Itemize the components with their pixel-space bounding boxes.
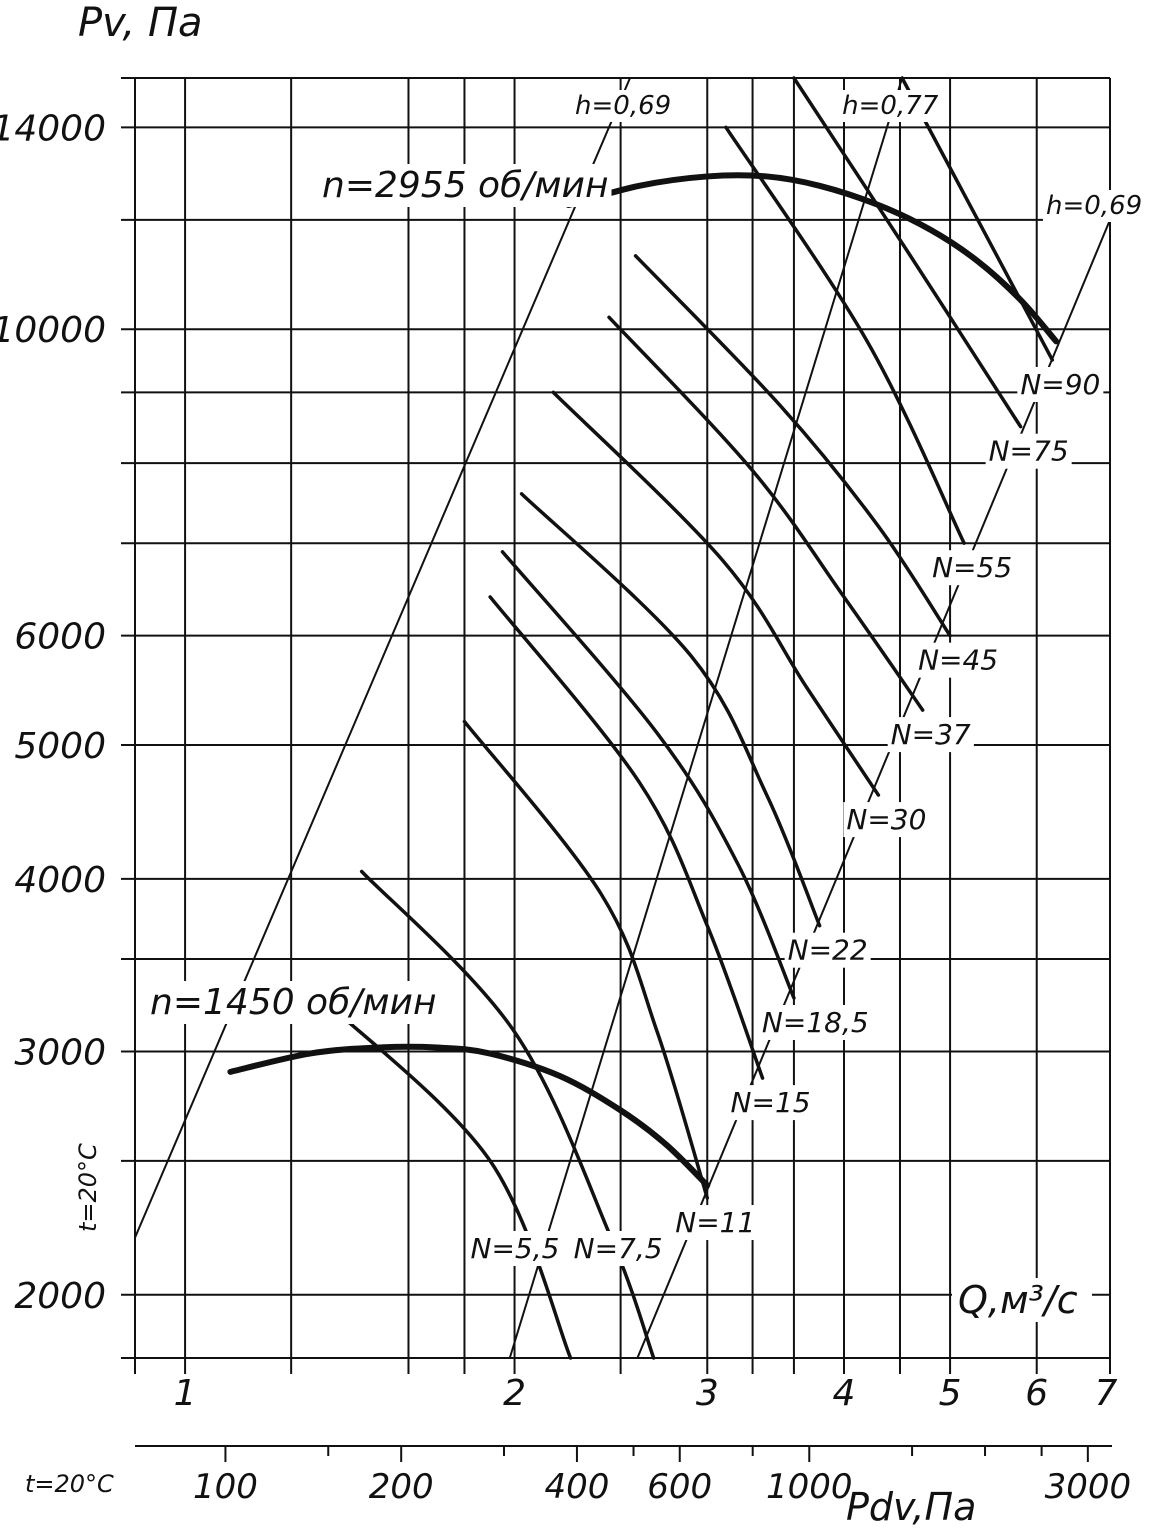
y-tick-label: 4000 [14,860,106,901]
x-tick-label: 6 [1025,1373,1048,1414]
x2-tick-label: 600 [647,1467,712,1507]
power-curve-n-5-5-5 [325,1001,573,1360]
side-temperature-label: t=20°C [74,1143,102,1232]
label-backdrop [843,802,930,838]
label-backdrop [1017,366,1104,402]
power-curve-n-45-13 [633,254,952,638]
power-label-n-90-16: N=90 [1020,368,1100,401]
label-backdrop [1043,190,1146,222]
x2-side-temperature-label: t=20°C [25,1470,114,1498]
power-curve-n-18-5-9 [500,550,796,1000]
x2-tick-label: 100 [193,1467,258,1507]
label-backdrop [672,1205,759,1241]
efficiency-label-h-0-77-3: h=0,77 [842,91,939,121]
x-tick-label: 5 [939,1373,962,1414]
speed-label-n-1450-1: n=1450 об/мин [150,982,437,1023]
power-label-n-75-15: N=75 [989,435,1069,468]
x-tick-labels: 1 2 3 4 5 6 7 [174,1373,1118,1414]
power-label-n-45-13: N=45 [918,644,998,677]
dynamic-pressure-axis: 100 200 400 600 1000 3000 [135,1445,1132,1507]
series-labels: n=2955 об/мин n=1450 об/мин h=0,69 h=0,77 h=… [147,90,1146,1266]
label-backdrop [784,932,871,968]
x-tick-label: 4 [833,1373,856,1414]
label-backdrop [915,642,1002,678]
label-backdrop [147,981,440,1024]
speed-curve-n-2955-0 [565,172,1060,345]
x2-axis-title: Pdv,Па [846,1485,976,1529]
y-axis-title: Pv, Па [78,0,203,46]
power-curve-n-22-10 [519,492,822,928]
label-backdrop [758,1004,872,1040]
efficiency-curve-h-0-69-2 [134,77,632,1239]
x-tick-label: 2 [503,1373,526,1414]
y-tick-label: 3000 [14,1033,106,1074]
label-backdrop [572,90,675,122]
label-backdrop [319,164,612,207]
x2-tick-label: 200 [369,1467,434,1507]
power-label-n-18-5-9: N=18,5 [762,1006,869,1039]
x2-tick-label: 400 [544,1467,609,1507]
label-backdrop [727,1085,814,1121]
power-label-n-5-5-5: N=5,5 [471,1232,560,1265]
speed-label-n-2955-0: n=2955 об/мин [322,165,609,206]
x2-tick-label: 1000 [766,1467,853,1507]
x-axis-title-backdrop [952,1278,1092,1322]
y-tick-label: 14000 [0,108,106,149]
power-label-n-7-5-6: N=7,5 [574,1232,663,1265]
curves [134,76,1111,1360]
power-curve-n-37-12 [607,315,925,712]
power-label-n-11-7: N=11 [675,1206,755,1239]
label-backdrop [929,550,1016,586]
power-curve-n-55-14 [724,125,966,545]
power-curve-n-75-15 [792,76,1023,429]
label-backdrop [570,1231,666,1266]
efficiency-label-h-0-69-4: h=0,69 [1046,191,1142,221]
power-curve-n-7-5-6 [359,869,656,1360]
label-backdrop [467,1231,563,1266]
efficiency-label-h-0-69-2: h=0,69 [575,91,671,121]
x-tick-label: 3 [696,1373,719,1414]
x-tick-label: 7 [1095,1373,1118,1414]
power-curve-n-11-7 [462,719,710,1200]
x2-tick-label: 3000 [1045,1467,1132,1507]
x-tick-label: 1 [174,1373,197,1414]
y-tick-label: 2000 [14,1276,106,1317]
y-tick-label: 10000 [0,310,106,351]
power-label-n-55-14: N=55 [932,551,1012,584]
power-curve-n-15-8 [488,595,765,1080]
y-tick-label: 5000 [14,726,106,767]
speed-curve-n-1450-1 [227,1043,711,1189]
label-backdrop [839,90,942,122]
y-tick-label: 6000 [14,617,106,658]
label-backdrop [887,717,974,753]
y-tick-labels: 2000 3000 4000 5000 6000 10000 14000 [0,108,106,1316]
label-backdrop [985,433,1072,469]
x-axis-title: Q,м³/с [958,1278,1078,1322]
power-curve-n-30-11 [551,390,881,797]
power-label-n-15-8: N=15 [731,1086,811,1119]
power-label-n-37-12: N=37 [891,718,971,751]
power-label-n-30-11: N=30 [846,803,926,836]
power-label-n-22-10: N=22 [788,934,868,967]
